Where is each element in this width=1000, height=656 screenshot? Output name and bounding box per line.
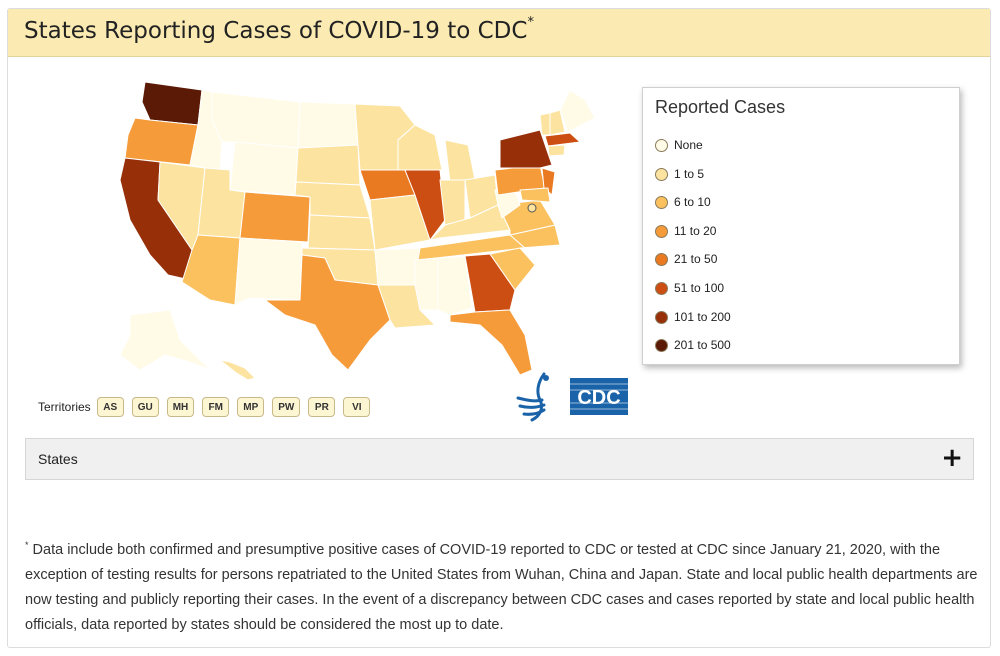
legend-swatch <box>655 338 668 352</box>
state-maryland[interactable] <box>519 187 551 203</box>
state-massachusetts[interactable] <box>544 132 581 147</box>
legend-label: 1 to 5 <box>674 167 705 181</box>
state-kansas[interactable] <box>307 214 376 251</box>
legend-label: 201 to 500 <box>674 338 731 352</box>
state-hawaii[interactable] <box>219 359 256 381</box>
state-mississippi[interactable] <box>414 257 439 311</box>
hhs-logo-icon <box>516 372 549 422</box>
legend-swatch <box>655 224 668 238</box>
territory-button-fm[interactable]: FM <box>202 397 230 417</box>
legend-item-51-100: 51 to 100 <box>655 278 724 298</box>
legend-title: Reported Cases <box>655 97 786 117</box>
territories-bar: Territories AS GU MH FM MP PW PR VI <box>38 396 378 418</box>
dc-marker[interactable] <box>527 203 537 213</box>
territory-button-vi[interactable]: VI <box>343 397 371 417</box>
legend-item-201-500: 201 to 500 <box>655 335 731 355</box>
state-montana[interactable] <box>211 91 301 149</box>
state-connecticut[interactable] <box>547 144 566 157</box>
state-alaska[interactable] <box>119 309 211 371</box>
legend-label: 6 to 10 <box>674 195 711 209</box>
legend-item-21-50: 21 to 50 <box>655 249 717 269</box>
legend-item-none: None <box>655 135 703 155</box>
territory-button-as[interactable]: AS <box>96 397 124 417</box>
state-texas[interactable] <box>264 254 391 371</box>
legend-label: 51 to 100 <box>674 281 725 295</box>
footnote-marker: * <box>25 540 29 550</box>
state-south-carolina[interactable] <box>489 247 536 291</box>
legend-item-1-5: 1 to 5 <box>655 164 704 184</box>
territory-button-pr[interactable]: PR <box>308 397 336 417</box>
legend-item-11-20: 11 to 20 <box>655 221 716 241</box>
footnote-text: Data include both confirmed and presumpt… <box>25 541 978 633</box>
legend-swatch <box>655 167 668 181</box>
territory-button-gu[interactable]: GU <box>131 397 159 417</box>
state-arkansas[interactable] <box>374 247 421 286</box>
legend-swatch <box>655 310 668 324</box>
card-header: States Reporting Cases of COVID-19 to CD… <box>8 9 990 57</box>
legend-swatch <box>655 138 668 152</box>
us-states-map[interactable] <box>70 70 640 420</box>
state-michigan[interactable] <box>444 139 476 183</box>
territory-button-mp[interactable]: MP <box>237 397 265 417</box>
legend-item-6-10: 6 to 10 <box>655 192 711 212</box>
state-maine[interactable] <box>559 89 596 133</box>
state-colorado[interactable] <box>239 191 311 243</box>
state-georgia[interactable] <box>464 253 516 313</box>
territory-button-pw[interactable]: PW <box>272 397 301 417</box>
plus-icon[interactable]: + <box>941 443 963 473</box>
legend-label: 21 to 50 <box>674 252 718 266</box>
legend-label: 101 to 200 <box>674 310 731 324</box>
state-oregon[interactable] <box>124 117 199 166</box>
legend-item-101-200: 101 to 200 <box>655 307 731 327</box>
state-new-mexico[interactable] <box>234 237 303 306</box>
legend-label: 11 to 20 <box>674 224 717 238</box>
legend-label: None <box>674 138 703 152</box>
state-vermont[interactable] <box>539 112 551 136</box>
state-indiana[interactable] <box>439 179 466 226</box>
state-wyoming[interactable] <box>229 141 299 196</box>
state-new-york[interactable] <box>499 129 553 169</box>
state-wisconsin[interactable] <box>397 124 443 171</box>
legend-swatch <box>655 252 668 266</box>
legend-swatch <box>655 281 668 295</box>
state-alabama[interactable] <box>437 255 473 316</box>
territories-label: Territories <box>38 400 91 414</box>
cdc-logo-text: CDC <box>577 387 620 409</box>
territory-button-mh[interactable]: MH <box>166 397 195 417</box>
accordion-label: States <box>38 451 78 467</box>
state-illinois[interactable] <box>404 169 446 241</box>
footnote: * Data include both confirmed and presum… <box>25 533 980 638</box>
state-new-hampshire[interactable] <box>549 109 566 136</box>
legend-panel: Reported Cases None 1 to 5 6 to 10 11 to… <box>642 87 960 365</box>
state-north-dakota[interactable] <box>297 101 359 149</box>
state-south-dakota[interactable] <box>295 144 361 186</box>
state-florida[interactable] <box>449 309 533 376</box>
cdc-logo-icon: CDC <box>570 378 628 415</box>
state-washington[interactable] <box>141 81 203 126</box>
legend-swatch <box>655 195 668 209</box>
page-title: States Reporting Cases of COVID-19 to CD… <box>24 15 534 44</box>
states-accordion[interactable]: States + <box>25 438 974 480</box>
